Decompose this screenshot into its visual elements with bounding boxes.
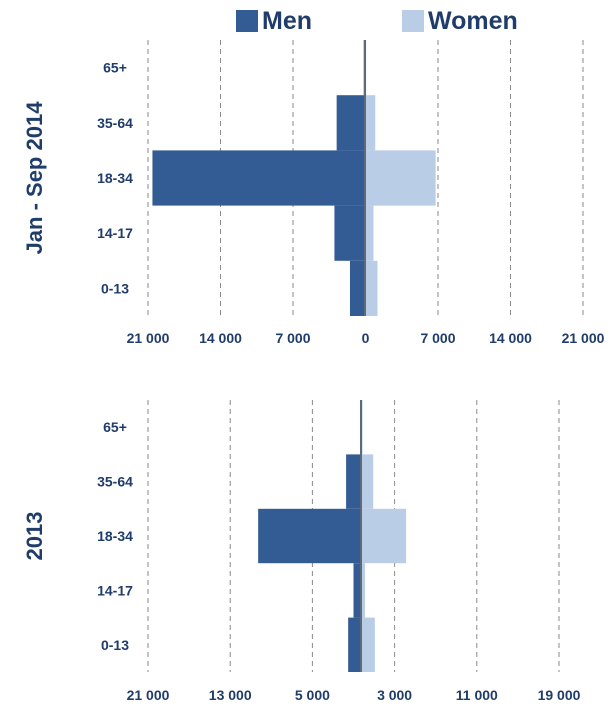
- x-tick-label: 11 000: [456, 687, 498, 703]
- bar-men-14-17: [353, 563, 361, 618]
- y-tick-label: 14-17: [97, 582, 133, 598]
- x-tick-label: 14 000: [489, 330, 532, 346]
- bar-women-0-13: [361, 617, 375, 672]
- y-tick-label: 35-64: [97, 474, 133, 490]
- bar-women-18-34: [361, 508, 407, 564]
- bar-men-0-13: [348, 617, 361, 672]
- y-tick-label: 65+: [103, 419, 127, 435]
- bar-men-35-64: [336, 95, 365, 151]
- bar-women-0-13: [365, 260, 378, 316]
- y-tick-label: 35-64: [97, 115, 133, 131]
- panel-title: Jan - Sep 2014: [22, 101, 47, 255]
- x-tick-label: 0: [362, 330, 370, 346]
- bar-men-0-13: [349, 260, 365, 316]
- panel-title: 2013: [22, 512, 47, 561]
- legend-item-women: Women: [402, 4, 518, 38]
- x-tick-label: 7 000: [275, 330, 310, 346]
- x-tick-label: 5 000: [295, 687, 330, 703]
- bar-men-14-17: [334, 205, 365, 261]
- legend-swatch-women: [402, 10, 424, 32]
- legend-item-men: Men: [236, 4, 312, 38]
- bar-women-35-64: [365, 95, 376, 151]
- x-tick-label: 21 000: [127, 687, 170, 703]
- bar-women-35-64: [361, 454, 374, 509]
- bar-men-35-64: [346, 454, 361, 509]
- bar-women-14-17: [361, 563, 366, 618]
- bar-women-18-34: [365, 150, 436, 206]
- legend-swatch-men: [236, 10, 258, 32]
- y-tick-label: 0-13: [101, 637, 129, 653]
- bar-men-18-34: [152, 150, 365, 206]
- y-tick-label: 14-17: [97, 225, 133, 241]
- bar-women-14-17: [365, 205, 374, 261]
- legend-label-men: Men: [262, 6, 312, 35]
- bar-men-18-34: [258, 508, 361, 564]
- legend: Men Women: [0, 4, 612, 38]
- y-tick-label: 18-34: [97, 170, 133, 186]
- x-tick-label: 21 000: [562, 330, 605, 346]
- legend-label-women: Women: [428, 6, 518, 35]
- x-tick-label: 19 000: [538, 687, 581, 703]
- y-tick-label: 18-34: [97, 528, 133, 544]
- x-tick-label: 21 000: [127, 330, 170, 346]
- y-tick-label: 0-13: [101, 280, 129, 296]
- x-tick-label: 13 000: [209, 687, 252, 703]
- x-tick-label: 7 000: [420, 330, 455, 346]
- y-tick-label: 65+: [103, 60, 127, 76]
- x-tick-label: 14 000: [199, 330, 242, 346]
- x-tick-label: 3 000: [377, 687, 412, 703]
